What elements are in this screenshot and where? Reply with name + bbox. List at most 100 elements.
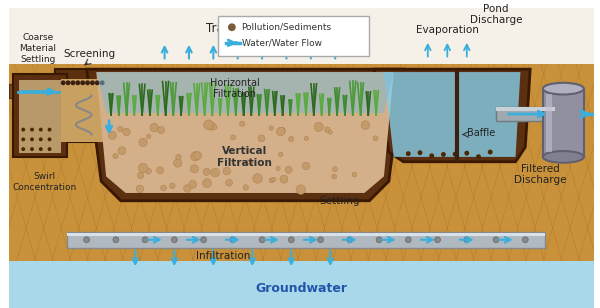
- Circle shape: [332, 174, 337, 179]
- Circle shape: [239, 121, 245, 126]
- Circle shape: [172, 237, 177, 243]
- Circle shape: [30, 137, 34, 141]
- Circle shape: [65, 80, 71, 85]
- Text: Infiltration: Infiltration: [196, 251, 250, 261]
- Circle shape: [203, 120, 213, 129]
- Circle shape: [80, 80, 85, 85]
- Circle shape: [194, 152, 202, 160]
- Circle shape: [289, 237, 294, 243]
- Circle shape: [39, 137, 43, 141]
- Text: Horizontal
Filtration: Horizontal Filtration: [210, 78, 260, 99]
- Circle shape: [137, 172, 143, 179]
- Circle shape: [406, 237, 411, 243]
- Circle shape: [173, 159, 182, 167]
- Bar: [496, 107, 554, 121]
- Circle shape: [47, 137, 52, 141]
- Text: Coarse
Material
Settling: Coarse Material Settling: [19, 33, 56, 64]
- Circle shape: [118, 147, 126, 155]
- Circle shape: [452, 152, 458, 156]
- Circle shape: [464, 237, 470, 243]
- Text: Settling: Settling: [320, 196, 361, 206]
- Circle shape: [61, 80, 65, 85]
- Text: Water/Water Flow: Water/Water Flow: [242, 38, 322, 47]
- Bar: [67, 233, 545, 236]
- Circle shape: [249, 160, 253, 164]
- Circle shape: [226, 179, 232, 186]
- Polygon shape: [8, 261, 593, 308]
- Circle shape: [161, 185, 166, 191]
- Circle shape: [418, 150, 422, 155]
- Circle shape: [207, 122, 215, 130]
- Circle shape: [325, 127, 331, 133]
- Circle shape: [523, 237, 528, 243]
- Polygon shape: [374, 69, 530, 162]
- Text: Groundwater: Groundwater: [255, 282, 347, 295]
- Circle shape: [247, 148, 251, 153]
- Circle shape: [21, 137, 25, 141]
- Polygon shape: [19, 80, 61, 153]
- Circle shape: [21, 147, 25, 151]
- Ellipse shape: [543, 151, 584, 163]
- Circle shape: [276, 166, 280, 171]
- Circle shape: [142, 237, 148, 243]
- Circle shape: [376, 237, 382, 243]
- Circle shape: [361, 121, 370, 129]
- Bar: [8, 84, 67, 98]
- Text: Baffle: Baffle: [467, 128, 495, 138]
- Circle shape: [109, 131, 116, 140]
- Circle shape: [259, 237, 265, 243]
- Circle shape: [258, 135, 265, 142]
- Circle shape: [90, 80, 95, 85]
- Circle shape: [406, 151, 411, 156]
- Circle shape: [30, 128, 34, 132]
- Circle shape: [245, 160, 250, 165]
- Polygon shape: [86, 69, 403, 201]
- Circle shape: [328, 130, 332, 134]
- Circle shape: [464, 151, 469, 156]
- Bar: [67, 232, 545, 248]
- Circle shape: [272, 177, 276, 181]
- Circle shape: [230, 237, 236, 243]
- Polygon shape: [97, 72, 394, 193]
- Circle shape: [95, 80, 100, 85]
- Bar: [546, 94, 551, 152]
- Circle shape: [170, 183, 175, 188]
- Circle shape: [332, 167, 337, 172]
- Circle shape: [352, 172, 357, 177]
- Circle shape: [47, 128, 52, 132]
- Bar: [543, 89, 584, 157]
- Bar: [218, 15, 370, 56]
- Circle shape: [150, 123, 158, 132]
- Circle shape: [157, 167, 164, 174]
- Circle shape: [269, 126, 274, 130]
- Circle shape: [278, 152, 283, 157]
- Ellipse shape: [543, 83, 584, 95]
- Circle shape: [203, 168, 210, 175]
- Circle shape: [190, 165, 199, 173]
- Polygon shape: [97, 72, 394, 113]
- Text: Swirl
Concentration: Swirl Concentration: [13, 172, 77, 192]
- Polygon shape: [13, 74, 67, 157]
- Circle shape: [269, 178, 274, 183]
- Circle shape: [136, 185, 144, 193]
- Circle shape: [488, 150, 493, 155]
- Polygon shape: [8, 64, 593, 269]
- Circle shape: [21, 128, 25, 132]
- Circle shape: [203, 179, 212, 188]
- Circle shape: [289, 136, 294, 142]
- Circle shape: [476, 154, 481, 159]
- Text: Filtered
Discharge: Filtered Discharge: [514, 164, 566, 185]
- Circle shape: [118, 126, 123, 132]
- Circle shape: [113, 237, 119, 243]
- Circle shape: [317, 237, 323, 243]
- Text: Pollution/Sediments: Pollution/Sediments: [242, 23, 332, 32]
- Circle shape: [280, 175, 288, 183]
- Circle shape: [296, 185, 305, 194]
- Circle shape: [285, 166, 292, 173]
- Circle shape: [304, 136, 308, 140]
- Circle shape: [302, 162, 310, 170]
- Circle shape: [47, 147, 52, 151]
- Text: Screening: Screening: [64, 49, 116, 59]
- Circle shape: [231, 135, 236, 140]
- Circle shape: [253, 174, 262, 183]
